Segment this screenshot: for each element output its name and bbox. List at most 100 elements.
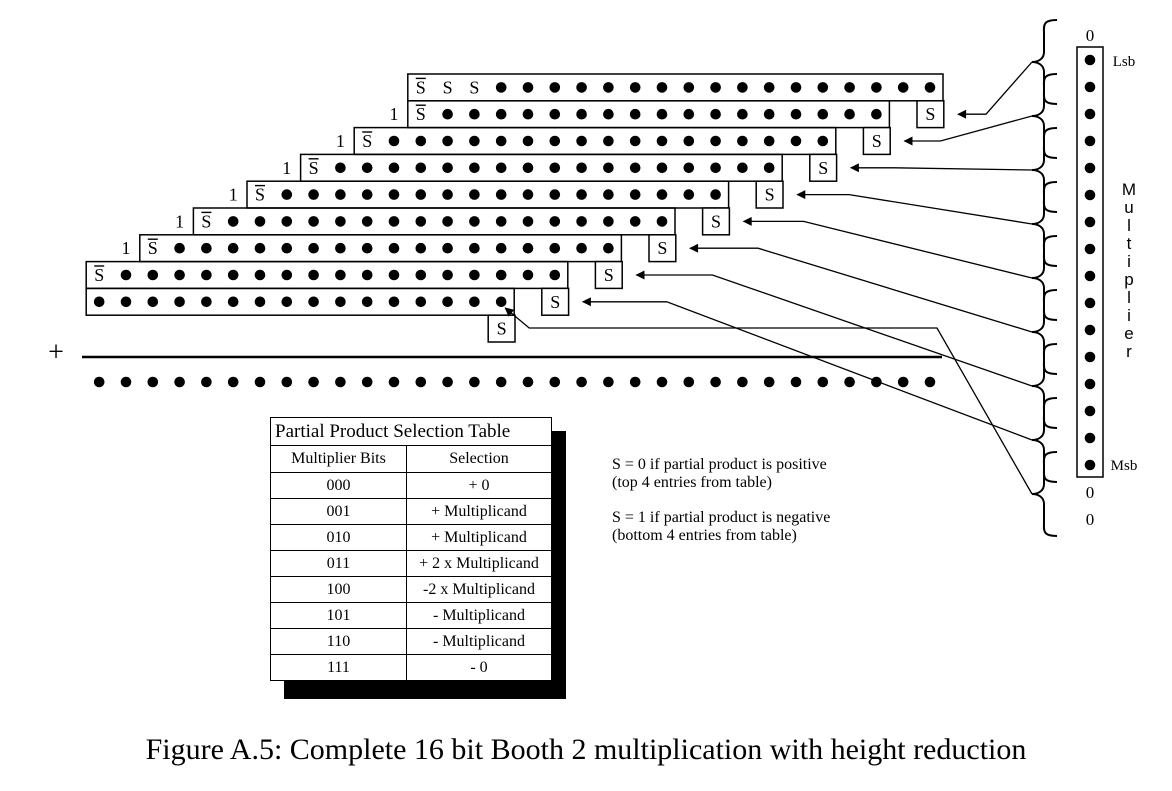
bit-dot bbox=[469, 242, 480, 254]
bit-dot bbox=[924, 82, 936, 93]
lsb-label: Lsb bbox=[1113, 54, 1136, 70]
pad-zero-bottom: 0 bbox=[1086, 483, 1095, 502]
bit-dot bbox=[281, 242, 293, 254]
bit-dot bbox=[120, 376, 132, 388]
bit-dot bbox=[924, 376, 936, 388]
bit-dot bbox=[201, 296, 212, 308]
bit-dot bbox=[361, 269, 373, 281]
s-box bbox=[862, 126, 891, 156]
s-box bbox=[648, 234, 677, 263]
bit-dot bbox=[522, 216, 534, 227]
bit-dot bbox=[1084, 405, 1096, 417]
plus-sign: + bbox=[48, 337, 64, 368]
bit-dot bbox=[227, 269, 239, 281]
bit-dot bbox=[522, 242, 534, 254]
note-negative: S = 1 if partial product is negative (bo… bbox=[612, 509, 830, 545]
bit-dot bbox=[844, 376, 855, 388]
bit-dot bbox=[549, 108, 561, 120]
bit-dot bbox=[871, 108, 882, 120]
bits-cell: 101 bbox=[270, 602, 407, 629]
bit-dot bbox=[1084, 189, 1096, 201]
bit-dot bbox=[308, 376, 319, 388]
bit-dot bbox=[763, 162, 775, 174]
one-label: 1 bbox=[229, 185, 238, 205]
bit-dot bbox=[442, 135, 453, 147]
bit-dot bbox=[629, 82, 641, 93]
bit-dot bbox=[174, 269, 185, 281]
bit-dot bbox=[174, 242, 185, 254]
bit-dot bbox=[308, 189, 319, 200]
bit-dot bbox=[388, 135, 400, 147]
pad-zero-bottom: 0 bbox=[1086, 510, 1095, 529]
multiplier-label-letter: l bbox=[1127, 288, 1131, 307]
bit-dot bbox=[683, 376, 695, 388]
selection-cell: - 0 bbox=[406, 654, 552, 681]
sign-bar-label: S bbox=[255, 185, 265, 205]
row-box bbox=[299, 153, 783, 182]
bits-cell: 111 bbox=[270, 654, 407, 681]
s-box bbox=[755, 180, 784, 209]
bit-dot bbox=[549, 376, 561, 388]
multiplier-box bbox=[1076, 46, 1104, 478]
row-box bbox=[407, 100, 891, 129]
selection-arrow bbox=[635, 270, 1033, 387]
bit-dot bbox=[522, 269, 534, 281]
bit-dot bbox=[817, 376, 829, 388]
bit-dot bbox=[656, 162, 668, 174]
multiplier-label-letter: i bbox=[1127, 252, 1131, 271]
bit-dot bbox=[495, 216, 507, 227]
bit-dot bbox=[361, 296, 373, 308]
note-positive-line2: (top 4 entries from table) bbox=[612, 474, 772, 491]
bit-dot bbox=[549, 162, 561, 174]
bit-dot bbox=[147, 269, 159, 281]
bit-dot bbox=[549, 216, 561, 227]
selection-arrows bbox=[504, 61, 1033, 495]
one-label: 1 bbox=[175, 211, 184, 231]
bit-dot bbox=[1084, 243, 1096, 255]
bit-dot bbox=[335, 189, 346, 200]
bit-dot bbox=[1084, 270, 1096, 282]
bit-dot bbox=[576, 135, 587, 147]
bit-dot bbox=[495, 135, 507, 147]
bit-dot bbox=[629, 108, 641, 120]
bit-dot bbox=[522, 376, 534, 388]
bit-dot bbox=[629, 189, 641, 200]
bit-dot bbox=[388, 376, 400, 388]
one-label: 1 bbox=[390, 104, 399, 124]
one-label: 1 bbox=[282, 158, 291, 178]
table-row: 001 + Multiplicand bbox=[270, 498, 552, 525]
selection-cell: -2 x Multiplicand bbox=[406, 576, 552, 603]
row-box bbox=[353, 126, 837, 156]
partial-product-5: 1 SS bbox=[175, 207, 677, 263]
bit-dot bbox=[763, 135, 775, 147]
bit-dot bbox=[361, 216, 373, 227]
bit-dot bbox=[871, 82, 882, 93]
bit-dot bbox=[415, 216, 427, 227]
table-row: 011 + 2 x Multiplicand bbox=[270, 550, 552, 577]
bit-dot bbox=[710, 189, 721, 200]
bit-dot bbox=[495, 296, 507, 308]
bit-dot bbox=[120, 269, 132, 281]
sign-label: S bbox=[443, 77, 453, 97]
bit-dot bbox=[522, 82, 534, 93]
selection-cell: - Multiplicand bbox=[406, 602, 552, 629]
row-box bbox=[192, 207, 676, 236]
bit-dot bbox=[415, 269, 427, 281]
bit-dot bbox=[388, 269, 400, 281]
bit-dot bbox=[442, 162, 453, 174]
bit-dot bbox=[254, 269, 266, 281]
s-box bbox=[594, 260, 623, 290]
bit-dot bbox=[335, 269, 346, 281]
bit-dot bbox=[415, 376, 427, 388]
bit-dot bbox=[281, 376, 293, 388]
pad-zero-top: 0 bbox=[1086, 26, 1095, 45]
bit-dot bbox=[522, 108, 534, 120]
selection-arrow bbox=[689, 243, 1033, 333]
bit-dot bbox=[361, 162, 373, 174]
bit-dot bbox=[442, 242, 453, 254]
bit-dot bbox=[1084, 135, 1096, 147]
partial-product-2: 1 SS bbox=[336, 126, 838, 182]
bit-dot bbox=[201, 242, 212, 254]
bit-dot bbox=[415, 189, 427, 200]
bit-dot bbox=[469, 108, 480, 120]
